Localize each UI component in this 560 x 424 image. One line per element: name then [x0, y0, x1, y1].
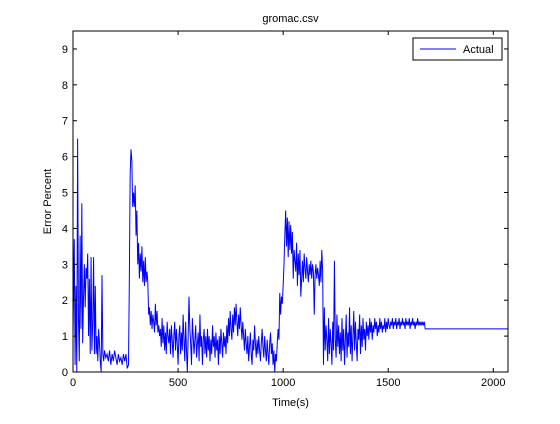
y-tick-label: 2 [62, 295, 68, 307]
axes-layer: 0 500 1000 1500 2000 0 1 2 3 4 5 6 7 8 9 [62, 30, 509, 389]
x-axis-label: Time(s) [272, 397, 309, 409]
x-tick-label: 500 [169, 377, 187, 389]
x-tick-label: 2000 [481, 377, 505, 389]
x-tick-label: 1500 [376, 377, 400, 389]
axes-box [72, 30, 509, 373]
plot-area [73, 31, 508, 372]
y-tick-label: 1 [62, 331, 68, 343]
y-tick-label: 3 [62, 259, 68, 271]
series-line-actual [72, 138, 508, 373]
legend-label-actual: Actual [463, 44, 494, 56]
y-tick-label: 5 [62, 188, 68, 200]
data-layer [72, 138, 508, 373]
y-tick-label: 4 [62, 223, 68, 235]
legend: Actual [412, 37, 503, 61]
y-axis-label: Error Percent [42, 169, 54, 234]
x-tick-label: 0 [70, 377, 76, 389]
y-tick-label: 7 [62, 116, 68, 128]
y-tick-label: 8 [62, 80, 68, 92]
legend-box [412, 37, 503, 61]
y-tick-label: 9 [62, 44, 68, 56]
y-tick-label: 0 [62, 367, 68, 379]
chart-title: gromac.csv [262, 13, 319, 25]
x-tick-label: 1000 [271, 377, 295, 389]
y-tick-label: 6 [62, 152, 68, 164]
